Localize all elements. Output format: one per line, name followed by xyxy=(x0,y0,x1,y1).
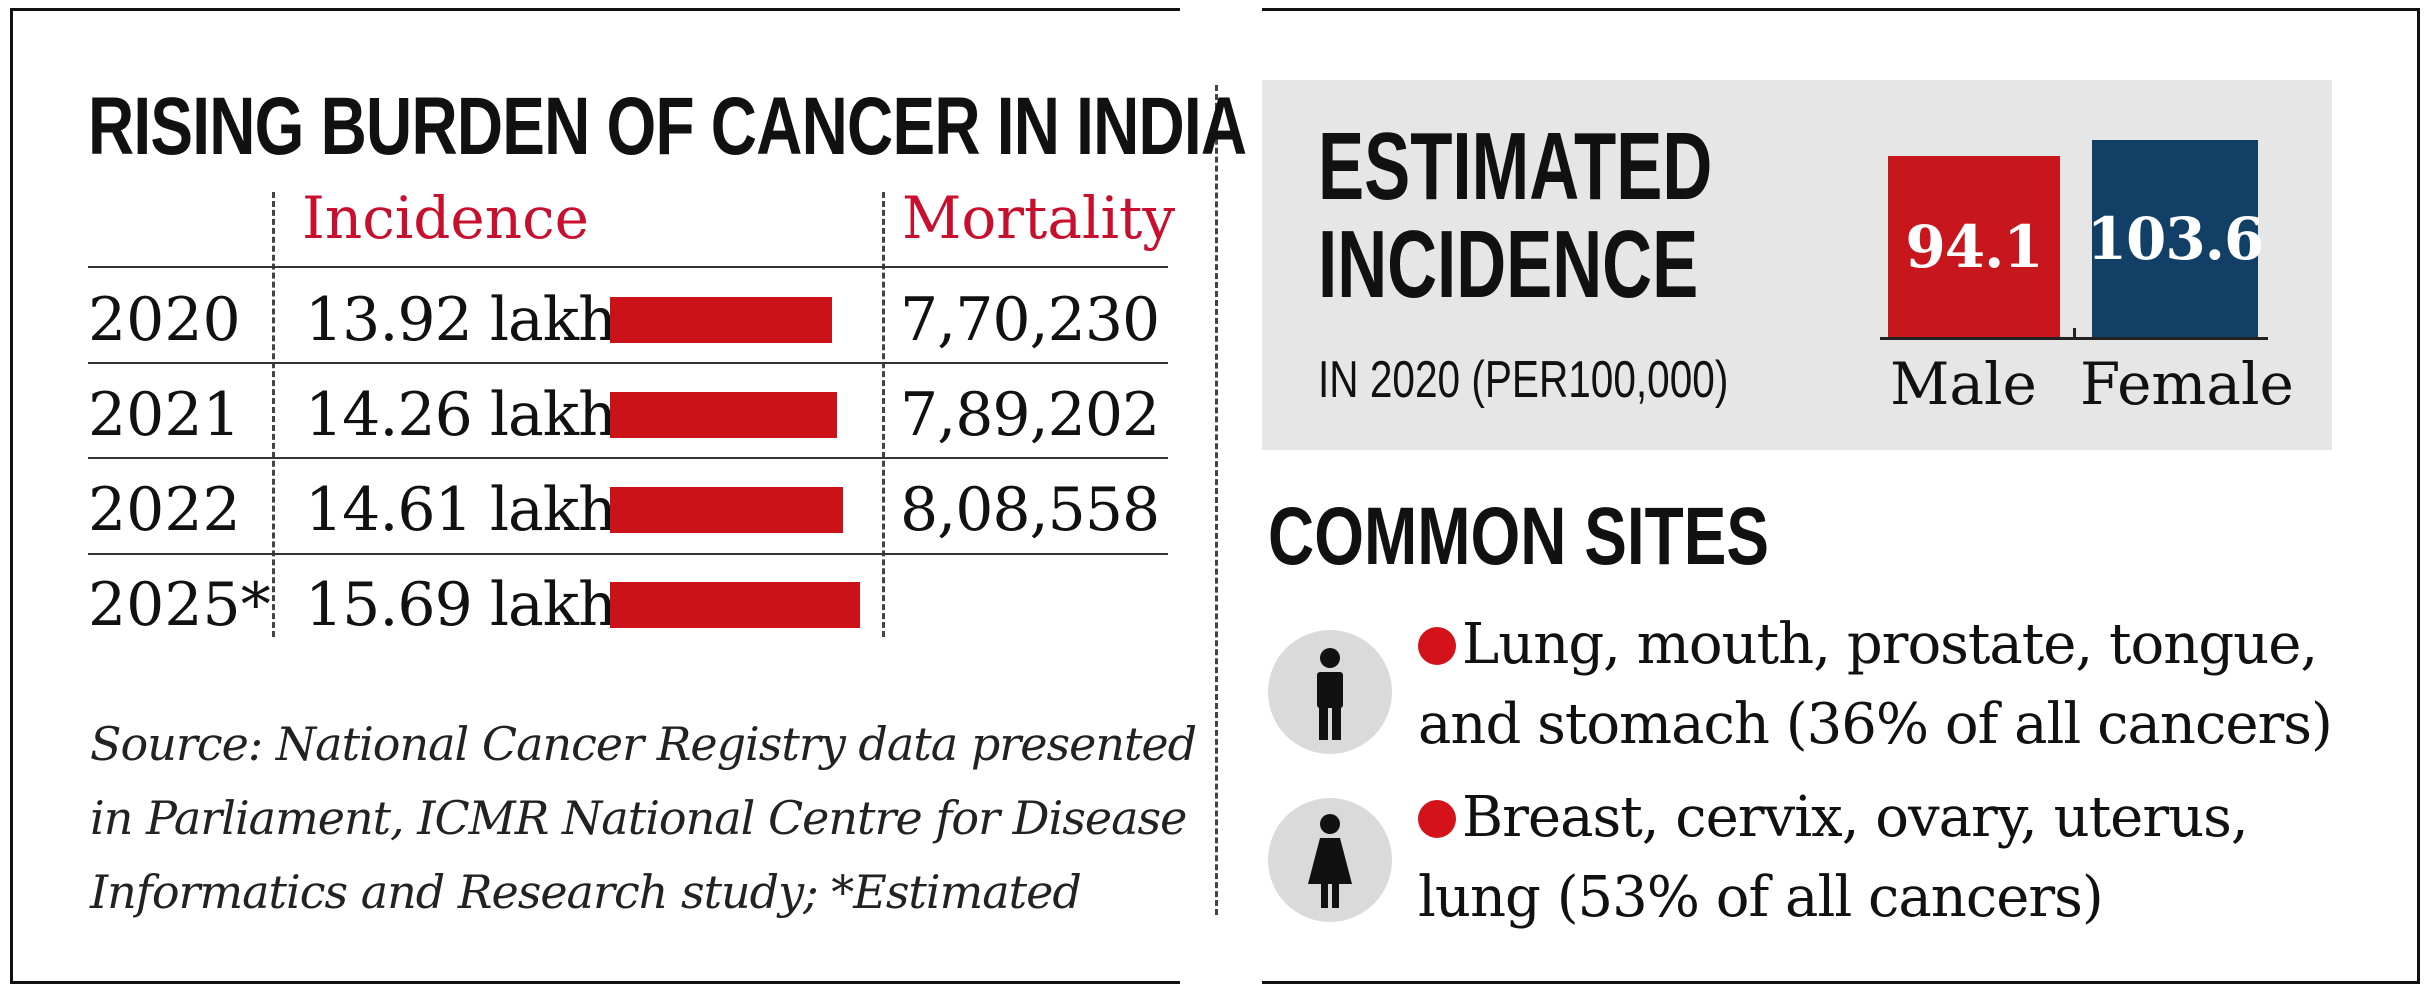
col-divider-2 xyxy=(882,192,885,637)
male-incidence-value: 94.1 xyxy=(1905,213,2043,281)
source-line: Source: National Cancer Registry data pr… xyxy=(90,717,1197,771)
incidence-value: 14.26 lakh xyxy=(305,380,617,450)
male-label: Male xyxy=(1890,350,2037,418)
row-line-0 xyxy=(88,266,1168,268)
incidence-value: 15.69 lakh xyxy=(305,570,617,640)
bullet-icon xyxy=(1418,627,1456,665)
incidence-header: Incidence xyxy=(302,184,589,252)
female-sites-text: Breast, cervix, ovary, uterus, lung (53%… xyxy=(1418,778,2249,938)
year-label: 2022 xyxy=(88,475,241,545)
female-icon xyxy=(1308,814,1352,908)
mortality-value: 7,70,230 xyxy=(900,285,1160,355)
incidence-value: 14.61 lakh xyxy=(305,475,617,545)
center-divider xyxy=(1215,85,1218,915)
source-line: in Parliament, ICMR National Centre for … xyxy=(90,791,1187,845)
row-line-1 xyxy=(88,362,1168,364)
left-frame-bottom xyxy=(10,981,1180,984)
source-note: Source: National Cancer Registry data pr… xyxy=(90,707,1197,929)
male-sites-line: and stomach (36% of all cancers) xyxy=(1418,692,2333,757)
incidence-bar xyxy=(610,487,843,533)
incidence-bar xyxy=(610,392,837,438)
year-label: 2025* xyxy=(88,570,271,640)
mortality-value: 7,89,202 xyxy=(900,380,1160,450)
mortality-header: Mortality xyxy=(902,184,1176,252)
baseline-tick xyxy=(2073,328,2076,340)
row-line-2 xyxy=(88,457,1168,459)
male-sites-line: Lung, mouth, prostate, tongue, xyxy=(1418,605,2332,685)
estimated-title-line2: INCIDENCE xyxy=(1318,211,1699,318)
left-frame-top xyxy=(10,8,1180,11)
female-label: Female xyxy=(2080,350,2294,418)
male-incidence-box: 94.1 xyxy=(1888,156,2060,338)
estimated-title-line1: ESTIMATED xyxy=(1318,113,1713,220)
chart-title: RISING BURDEN OF CANCER IN INDIA xyxy=(88,81,1247,172)
female-incidence-box: 103.6 xyxy=(2087,140,2264,338)
right-frame-bottom xyxy=(1262,981,2420,984)
year-label: 2020 xyxy=(88,285,241,355)
incidence-value: 13.92 lakh xyxy=(305,285,617,355)
female-sites-line: lung (53% of all cancers) xyxy=(1418,865,2104,930)
incidence-bar xyxy=(610,582,860,628)
female-sites-line: Breast, cervix, ovary, uterus, xyxy=(1418,778,2249,858)
year-label: 2021 xyxy=(88,380,241,450)
estimated-subtitle: IN 2020 (PER100,000) xyxy=(1318,351,1729,409)
male-icon xyxy=(1317,648,1343,740)
col-divider-1 xyxy=(272,192,275,637)
right-frame-right xyxy=(2417,8,2420,983)
common-sites-title: COMMON SITES xyxy=(1268,491,1770,582)
female-incidence-value: 103.6 xyxy=(2086,205,2265,273)
incidence-bar xyxy=(610,297,832,343)
source-line: Informatics and Research study; *Estimat… xyxy=(90,865,1082,919)
male-sites-text: Lung, mouth, prostate, tongue, and stoma… xyxy=(1418,605,2333,765)
row-line-3 xyxy=(88,553,1168,555)
right-frame-top xyxy=(1262,8,2420,11)
left-frame-left xyxy=(10,8,13,983)
mortality-value: 8,08,558 xyxy=(900,475,1160,545)
bullet-icon xyxy=(1418,800,1456,838)
